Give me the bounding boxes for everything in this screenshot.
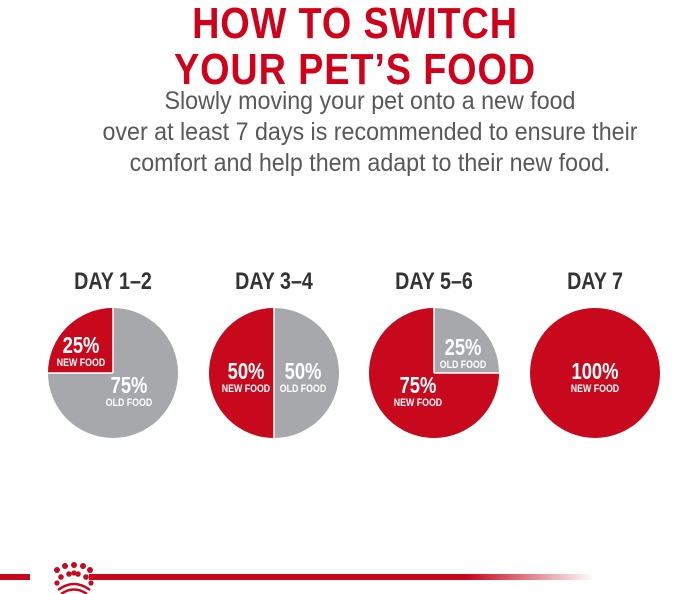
new-food-percent: 50%: [228, 359, 265, 384]
description: Slowly moving your pet onto a new food o…: [26, 86, 679, 179]
new-food-percent: 75%: [400, 373, 437, 398]
old-food-percent: 75%: [111, 373, 148, 398]
crown-logo-icon: [54, 562, 94, 594]
old-food-percent: 50%: [285, 359, 322, 384]
page-title-line2: YOUR PET’S FOOD: [174, 45, 536, 94]
pie-day-1: 25%NEW FOOD 75%OLD FOOD: [48, 308, 178, 438]
old-food-label: OLD FOOD: [106, 397, 152, 409]
footer-line-right: [89, 574, 594, 580]
new-food-label: NEW FOOD: [394, 397, 442, 409]
day-label-2: DAY 3–4: [235, 268, 313, 295]
pie-slice-old-food: [530, 308, 660, 438]
description-line: over at least 7 days is recommended to e…: [102, 118, 638, 146]
day-label-4: DAY 7: [567, 268, 623, 295]
pie-day-3: 75%NEW FOOD 25%OLD FOOD: [369, 308, 499, 438]
day-label-1: DAY 1–2: [74, 268, 152, 295]
old-food-label: OLD FOOD: [280, 383, 326, 395]
new-food-percent: 25%: [63, 333, 100, 358]
pie-slice-new-food: [209, 308, 274, 438]
old-food-label: OLD FOOD: [440, 359, 486, 371]
new-food-percent: 100%: [571, 359, 618, 384]
pie-day-4: 100%NEW FOOD: [530, 308, 660, 438]
day-label-3: DAY 5–6: [395, 268, 473, 295]
description-line: Slowly moving your pet onto a new food: [164, 87, 576, 115]
old-food-percent: 25%: [445, 335, 482, 360]
new-food-label: NEW FOOD: [571, 383, 619, 395]
page-title-line1: HOW TO SWITCH: [192, 0, 518, 48]
new-food-label: NEW FOOD: [57, 357, 105, 369]
footer-line-left: [0, 574, 30, 580]
new-food-label: NEW FOOD: [222, 383, 270, 395]
description-line: comfort and help them adapt to their new…: [129, 149, 611, 177]
pie-slice-new-food: [48, 308, 113, 373]
